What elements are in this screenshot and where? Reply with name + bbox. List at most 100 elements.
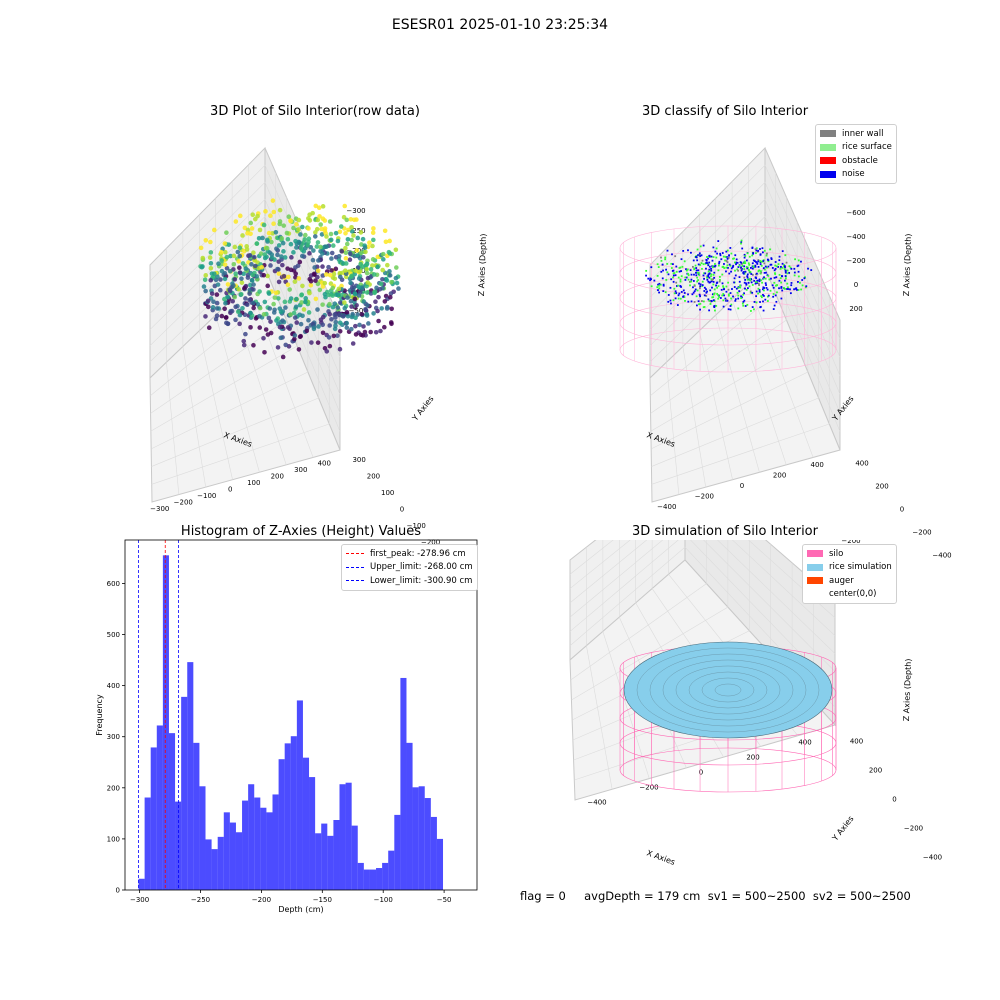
grid-line (150, 293, 276, 396)
classify-plot-title: 3D classify of Silo Interior (641, 104, 809, 119)
legend-swatch (820, 143, 836, 151)
classified-point (750, 310, 752, 312)
data-point (240, 305, 245, 311)
classified-point (780, 287, 783, 289)
data-point (248, 220, 254, 226)
classified-point (749, 290, 752, 293)
data-point (268, 330, 274, 336)
classified-point (718, 275, 721, 278)
data-point (389, 306, 394, 312)
data-point (370, 263, 375, 268)
classified-point (707, 280, 710, 283)
data-point (293, 265, 298, 270)
data-point (354, 217, 359, 222)
classified-point (770, 257, 773, 260)
grid-line (569, 540, 836, 672)
data-point (315, 307, 320, 312)
histogram-bar (187, 662, 194, 890)
data-point (362, 245, 368, 250)
histogram-bar (193, 742, 200, 890)
classified-point (783, 264, 786, 266)
data-point (320, 204, 326, 209)
data-point (349, 229, 355, 234)
x-tick-label: −150 (313, 896, 332, 904)
classified-point (703, 286, 706, 289)
data-point (236, 259, 241, 264)
data-point (298, 232, 303, 237)
y-axis-label: Y Axies (830, 814, 856, 843)
data-point (387, 238, 392, 244)
data-point (315, 268, 321, 274)
classified-point (659, 283, 662, 286)
classified-point (752, 265, 755, 268)
data-point (249, 262, 254, 267)
classified-point (718, 260, 721, 263)
classified-point (692, 265, 694, 268)
classified-point (759, 301, 761, 303)
classified-point (712, 296, 715, 299)
grid-line (182, 346, 207, 488)
data-point (348, 298, 354, 304)
data-point (355, 253, 360, 258)
classified-point (687, 293, 689, 296)
classified-point (756, 263, 759, 265)
data-point (276, 243, 282, 248)
data-point (297, 259, 303, 265)
x-tick-label: −200 (174, 498, 193, 506)
classified-point (703, 277, 705, 280)
data-point (215, 282, 221, 287)
classified-point (698, 293, 701, 296)
classified-point (751, 284, 754, 286)
legend-item-auger: auger (807, 574, 892, 588)
classified-point (797, 259, 800, 262)
grid-line (149, 233, 341, 413)
classified-point (766, 266, 768, 269)
classified-point (660, 270, 663, 273)
data-point (214, 292, 220, 297)
data-point (249, 226, 255, 231)
data-point (335, 333, 340, 338)
classified-point (722, 286, 725, 289)
classified-point (746, 276, 749, 279)
classified-point (672, 272, 675, 275)
classified-point (800, 288, 803, 291)
classified-point (698, 303, 700, 306)
data-point (340, 314, 346, 319)
classified-point (724, 256, 727, 258)
legend-label: obstacle (842, 155, 878, 166)
data-point (320, 264, 325, 269)
classified-point (773, 269, 776, 272)
classified-point (761, 281, 763, 284)
data-point (315, 240, 321, 245)
classified-point (711, 286, 713, 289)
histogram-bar (150, 747, 157, 890)
data-point (365, 280, 371, 285)
classified-point (747, 262, 750, 265)
classified-point (787, 286, 789, 289)
data-point (233, 304, 238, 310)
surface-mesh (675, 665, 781, 715)
classified-point (770, 258, 773, 260)
classified-point (779, 277, 782, 280)
classified-point (733, 281, 735, 284)
data-point (306, 310, 312, 315)
legend-label: center(0,0) (829, 589, 877, 600)
classified-point (774, 261, 777, 263)
classified-point (762, 260, 765, 262)
classified-point (786, 272, 789, 275)
data-point (300, 283, 305, 289)
data-point (280, 354, 286, 360)
classified-point (675, 265, 678, 268)
classified-point (738, 264, 741, 267)
classified-point (672, 299, 675, 302)
classified-point (721, 282, 724, 285)
data-point (292, 336, 297, 342)
classified-point (723, 267, 726, 269)
classified-point (714, 250, 717, 253)
data-point (273, 229, 279, 235)
data-point (248, 325, 253, 330)
data-point (364, 266, 370, 272)
data-point (260, 235, 265, 241)
classified-point (666, 262, 669, 265)
classified-point (728, 254, 730, 257)
